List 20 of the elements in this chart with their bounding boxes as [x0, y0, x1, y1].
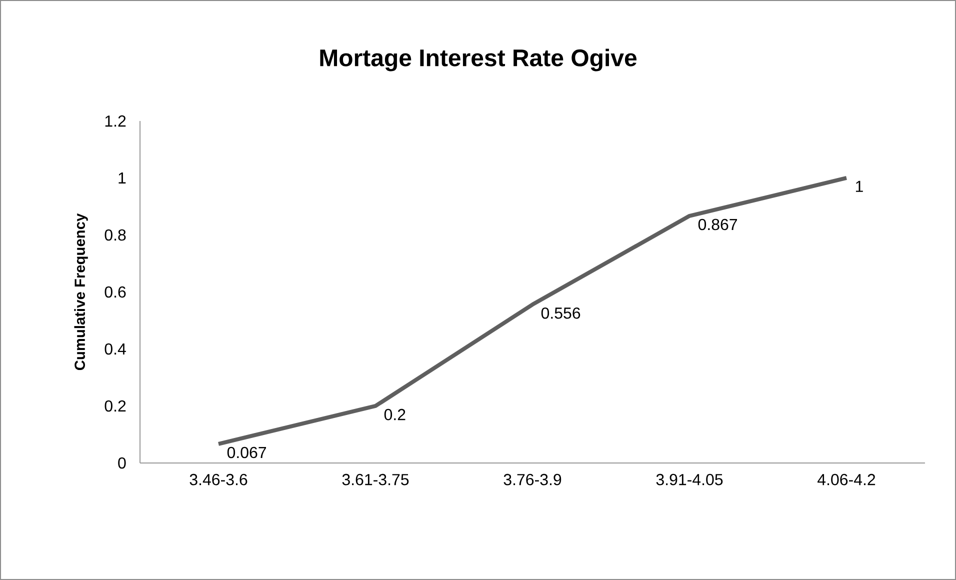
x-tick-label: 3.91-4.05 — [656, 474, 723, 486]
y-tick-label: 1 — [118, 172, 126, 184]
y-tick-label: 0.4 — [104, 343, 126, 355]
y-tick-label: 0.2 — [104, 400, 126, 412]
data-label: 0.867 — [698, 218, 737, 230]
y-axis-title: Cumulative Frequency — [74, 213, 88, 370]
x-tick-label: 3.46-3.6 — [190, 474, 248, 486]
y-tick-label: 1.2 — [105, 115, 126, 127]
y-tick-label: 0.6 — [104, 286, 126, 298]
y-tick-label: 0 — [118, 457, 126, 469]
x-tick-label: 4.06-4.2 — [818, 474, 876, 486]
x-tick-label: 3.76-3.9 — [504, 474, 562, 486]
data-label: 0.067 — [227, 446, 266, 458]
chart-title: Mortage Interest Rate Ogive — [320, 48, 637, 72]
x-tick-label: 3.61-3.75 — [342, 474, 409, 486]
data-label: 0.2 — [384, 408, 406, 420]
data-label: 1 — [856, 180, 863, 192]
line-series — [216, 176, 848, 446]
data-label: 0.556 — [541, 307, 580, 319]
y-tick-label: 0.8 — [104, 229, 126, 241]
